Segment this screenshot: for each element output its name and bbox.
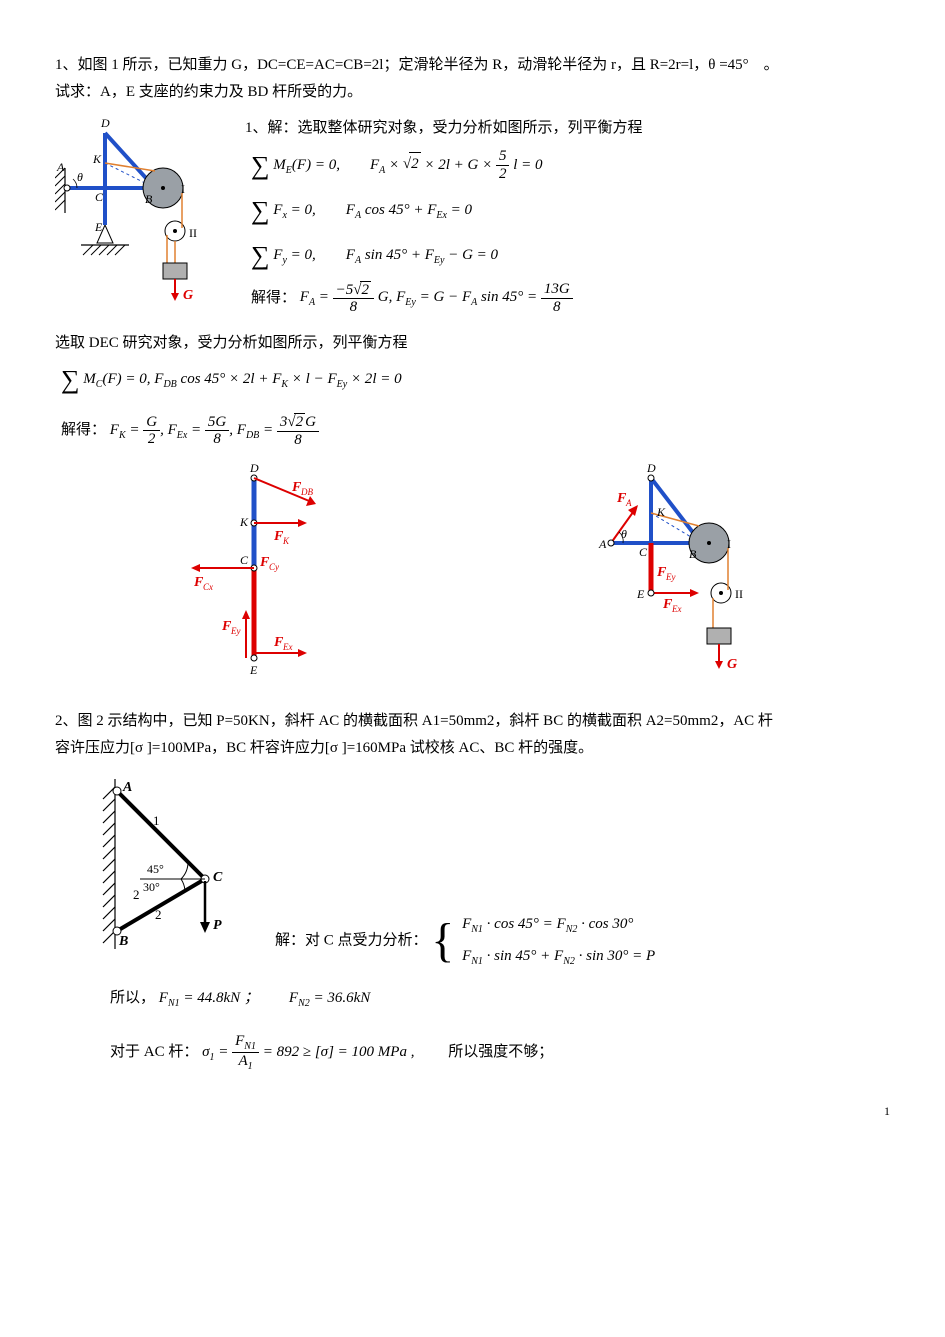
- svg-text:C: C: [639, 545, 648, 559]
- svg-text:B: B: [689, 547, 697, 561]
- p2-statement-1: 2、图 2 示结构中，已知 P=50KN，斜杆 AC 的横截面积 A1=50mm…: [55, 710, 890, 733]
- svg-text:θ: θ: [77, 170, 83, 184]
- svg-text:Ey: Ey: [230, 626, 241, 636]
- svg-text:D: D: [646, 461, 656, 475]
- eq-Fy: ∑ Fy = 0, FA sin 45° + FEy − G = 0: [251, 236, 643, 275]
- svg-text:B: B: [118, 934, 128, 949]
- svg-text:Cy: Cy: [269, 562, 279, 572]
- svg-text:II: II: [189, 226, 197, 240]
- p1-statement-2: 试求：A，E 支座的约束力及 BD 杆所受的力。: [55, 81, 890, 104]
- svg-text:Cx: Cx: [203, 582, 213, 592]
- eq-ME: ∑ ME(F) = 0, FA × 2 × 2l + G × 52 l = 0: [251, 146, 643, 185]
- svg-text:2: 2: [133, 887, 140, 902]
- svg-text:E: E: [249, 663, 258, 677]
- figure-2: A B C P 1 2 45° 30° 2: [85, 769, 255, 969]
- svg-text:A: A: [625, 498, 632, 508]
- svg-text:I: I: [181, 182, 185, 196]
- svg-text:θ: θ: [621, 527, 627, 541]
- eq-MC: ∑ MC(F) = 0, FDB cos 45° × 2l + FK × l −…: [61, 360, 890, 399]
- svg-text:E: E: [636, 587, 645, 601]
- svg-text:1: 1: [153, 813, 160, 828]
- svg-text:A: A: [122, 780, 132, 795]
- p2-statement-2: 容许压应力[σ ]=100MPa，BC 杆容许应力[σ ]=160MPa 试校核…: [55, 737, 890, 760]
- svg-text:K: K: [92, 152, 102, 166]
- p1-result-2: 解得： FK = G2, FEx = 5G8, FDB = 32G8: [61, 413, 890, 448]
- svg-text:C: C: [95, 190, 104, 204]
- svg-text:K: K: [239, 515, 249, 529]
- svg-text:2: 2: [155, 907, 162, 922]
- p2-eq-block: 解：对 C 点受力分析： { FN1 · cos 45° = FN2 · cos…: [275, 913, 655, 969]
- figure-whole-fbd: G F A F Ey F Ex D K A θ C B I II E: [581, 458, 781, 698]
- figure-1: G D K A θ C B I II E: [55, 113, 225, 311]
- svg-text:P: P: [213, 918, 222, 933]
- p2-sol-label: 解：对 C 点受力分析：: [275, 932, 428, 948]
- p1-result-1: 解得： FA = −528 G, FEy = G − FA sin 45° = …: [251, 281, 643, 316]
- svg-text:A: A: [56, 160, 65, 174]
- svg-text:C: C: [240, 553, 249, 567]
- svg-text:Ex: Ex: [282, 642, 293, 652]
- p2-so-line: 所以， FN1 = 44.8kN ； FN2 = 36.6kN: [110, 987, 890, 1011]
- svg-text:DB: DB: [300, 487, 313, 497]
- svg-text:K: K: [656, 505, 666, 519]
- figure-dec-fbd: F DB F K F Cx F Cy F Ey F Ex D K C E: [164, 458, 344, 688]
- svg-text:Ex: Ex: [671, 604, 682, 614]
- svg-text:G: G: [727, 657, 737, 672]
- svg-text:C: C: [213, 870, 223, 885]
- p1-solution-block: 1、解：选取整体研究对象，受力分析如图所示，列平衡方程 ∑ ME(F) = 0,…: [245, 113, 643, 322]
- svg-text:K: K: [282, 536, 290, 546]
- svg-text:I: I: [727, 537, 731, 551]
- svg-text:D: D: [100, 116, 110, 130]
- svg-text:B: B: [145, 192, 153, 206]
- svg-text:Ey: Ey: [665, 572, 676, 582]
- svg-text:A: A: [598, 537, 607, 551]
- svg-text:E: E: [94, 220, 103, 234]
- p1-statement-1: 1、如图 1 所示，已知重力 G，DC=CE=AC=CB=2l；定滑轮半径为 R…: [55, 54, 890, 77]
- page-number: 1: [55, 1102, 890, 1120]
- label-G: G: [183, 288, 193, 303]
- svg-text:30°: 30°: [143, 880, 160, 894]
- svg-text:45°: 45°: [147, 862, 164, 876]
- eq-Fx: ∑ Fx = 0, FA cos 45° + FEx = 0: [251, 191, 643, 230]
- p1-sol-intro: 1、解：选取整体研究对象，受力分析如图所示，列平衡方程: [245, 117, 643, 140]
- dec-intro: 选取 DEC 研究对象，受力分析如图所示，列平衡方程: [55, 332, 890, 355]
- svg-text:II: II: [735, 587, 743, 601]
- p2-ac-line: 对于 AC 杆： σ1 = FN1A1 = 892 ≥ [σ] = 100 MP…: [110, 1033, 890, 1072]
- svg-text:D: D: [249, 461, 259, 475]
